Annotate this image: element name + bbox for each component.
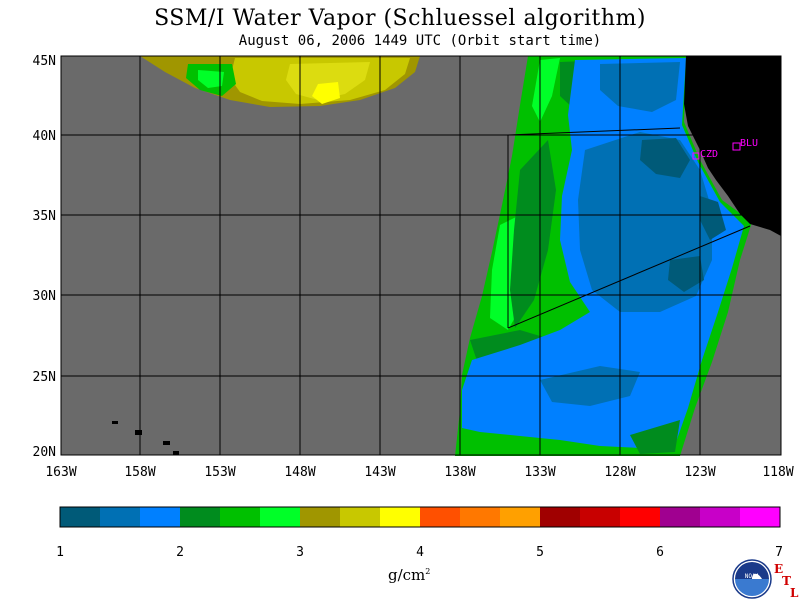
lon-label-133w: 133W: [524, 465, 555, 480]
analysis-wedge: [507, 127, 751, 329]
map-gridlines: [61, 56, 781, 455]
legend-tick-labels: 1 2 3 4 5 6 7: [56, 545, 783, 560]
legend-tick-5: 5: [536, 545, 544, 560]
legend-swatch: [140, 507, 180, 527]
legend-swatch: [500, 507, 540, 527]
station-czd-label: CZD: [700, 149, 718, 160]
etl-letter-e: E: [774, 562, 784, 576]
lat-label-25n: 25N: [33, 370, 56, 385]
station-blu-label: BLU: [740, 138, 758, 149]
lon-label-118w: 118W: [762, 465, 793, 480]
legend-swatch: [260, 507, 300, 527]
legend-swatch: [540, 507, 580, 527]
legend-swatch: [620, 507, 660, 527]
lon-label-148w: 148W: [284, 465, 315, 480]
noaa-logo-text: NOAA: [745, 573, 760, 580]
legend-colorbar: [60, 507, 780, 527]
lon-label-128w: 128W: [604, 465, 635, 480]
legend-swatch: [340, 507, 380, 527]
lon-label-138w: 138W: [444, 465, 475, 480]
legend-swatch: [580, 507, 620, 527]
legend-swatch: [60, 507, 100, 527]
legend-units: g/cm2: [388, 566, 430, 584]
lon-label-158w: 158W: [124, 465, 155, 480]
east-swath: [455, 56, 752, 456]
legend-swatch: [700, 507, 740, 527]
legend-tick-2: 2: [176, 545, 184, 560]
legend-tick-6: 6: [656, 545, 664, 560]
legend-tick-7: 7: [775, 545, 783, 560]
legend-border: [59, 506, 781, 528]
lat-label-35n: 35N: [33, 209, 56, 224]
legend-swatch: [660, 507, 700, 527]
lat-label-30n: 30N: [33, 289, 56, 304]
legend-tick-1: 1: [56, 545, 64, 560]
station-czd-marker: [692, 152, 700, 160]
map-border: [60, 55, 782, 456]
page-subtitle: August 06, 2006 1449 UTC (Orbit start ti…: [238, 33, 602, 49]
etl-letter-l: L: [790, 586, 799, 600]
legend-swatch: [740, 507, 780, 527]
station-blu-marker: [732, 142, 741, 151]
legend-units-exponent: 2: [425, 567, 431, 576]
legend-tick-4: 4: [416, 545, 424, 560]
legend-swatch: [300, 507, 340, 527]
noaa-logo-icon: NOAA: [732, 559, 772, 599]
legend-tick-3: 3: [296, 545, 304, 560]
etl-letter-t: T: [782, 574, 791, 588]
north-swath: [140, 56, 420, 107]
longitude-labels: 163W 158W 153W 148W 143W 138W 133W 128W …: [45, 465, 793, 480]
legend-swatch: [420, 507, 460, 527]
legend-swatch: [180, 507, 220, 527]
latitude-labels: 45N 40N 35N 30N 25N 20N: [33, 54, 56, 460]
legend-swatch: [220, 507, 260, 527]
legend-swatch: [460, 507, 500, 527]
lon-label-163w: 163W: [45, 465, 76, 480]
hawaiian-islands: [112, 421, 179, 455]
legend-swatch: [380, 507, 420, 527]
lat-label-40n: 40N: [33, 129, 56, 144]
legend-units-text: g/cm: [388, 566, 426, 584]
lat-label-45n: 45N: [33, 54, 56, 69]
lon-label-143w: 143W: [364, 465, 395, 480]
legend-swatch: [100, 507, 140, 527]
stations: CZD BLU: [692, 138, 758, 160]
lat-label-20n: 20N: [33, 445, 56, 460]
lon-label-123w: 123W: [684, 465, 715, 480]
page-title: SSM/I Water Vapor (Schluessel algorithm): [154, 6, 646, 31]
lon-label-153w: 153W: [204, 465, 235, 480]
